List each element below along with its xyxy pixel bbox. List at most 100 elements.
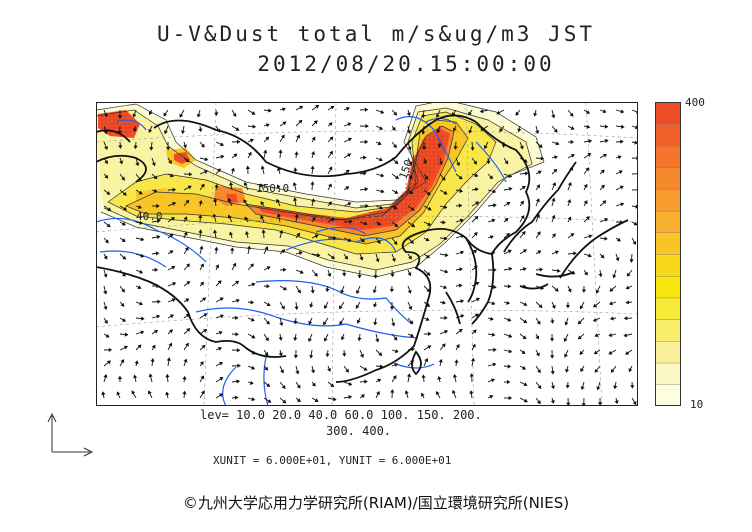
wind-arrowhead [107, 207, 112, 212]
wind-arrowhead [140, 253, 145, 258]
wind-arrowhead [138, 190, 143, 195]
wind-arrowhead [132, 113, 137, 118]
colorbar-cell [655, 232, 681, 255]
wind-arrowhead [278, 149, 283, 154]
wind-arrowhead [602, 200, 607, 205]
wind-arrowhead [183, 144, 187, 149]
wind-arrowhead [380, 173, 385, 178]
wind-arrowhead [347, 122, 352, 127]
wind-arrowhead [473, 266, 478, 270]
wind-arrowhead [172, 187, 177, 192]
wind-arrowhead [567, 288, 572, 293]
wind-arrowhead [266, 302, 271, 307]
wind-arrowhead [345, 169, 350, 174]
wind-arrowhead [363, 367, 368, 371]
wind-arrowhead [608, 350, 613, 355]
wind-arrowhead [444, 330, 449, 334]
wind-arrowhead [169, 314, 174, 319]
wind-arrowhead [536, 184, 541, 189]
wind-arrowhead [249, 263, 254, 268]
wind-arrowhead [581, 289, 587, 293]
wind-arrowhead [328, 166, 333, 171]
wind-arrowhead [600, 184, 605, 189]
wind-arrowhead [626, 272, 631, 277]
wind-arrowhead [551, 304, 556, 309]
wind-arrowhead [519, 145, 524, 150]
wind-arrowhead [427, 345, 432, 350]
wind-arrowhead [313, 120, 318, 125]
wind-arrowhead [172, 282, 177, 286]
wind-arrowhead [251, 334, 256, 339]
wind-arrowhead [474, 173, 479, 178]
wind-arrowhead [421, 114, 426, 119]
wind-arrowhead [493, 203, 497, 208]
wind-arrowhead [490, 378, 496, 383]
wind-arrowhead [451, 112, 456, 117]
wind-arrowhead [489, 395, 494, 399]
wind-arrowhead [394, 349, 399, 354]
wind-arrowhead [629, 259, 634, 263]
wind-arrowhead [452, 373, 457, 378]
wind-arrowhead [493, 267, 497, 272]
wind-arrowhead [154, 267, 159, 272]
wind-arrowhead [325, 353, 330, 358]
wind-arrowhead [121, 288, 125, 293]
wind-arrowhead [251, 350, 256, 355]
wind-arrowhead [496, 110, 501, 115]
wind-arrowhead [394, 160, 399, 165]
wind-arrowhead [443, 205, 448, 210]
wind-arrowhead [523, 382, 528, 387]
wind-arrowhead [348, 381, 353, 386]
wind-arrowhead [347, 153, 352, 158]
wind-arrowhead [426, 303, 431, 307]
wind-arrowhead [437, 144, 442, 148]
wind-arrowhead [594, 333, 599, 337]
wind-arrowhead [103, 373, 108, 378]
wind-arrowhead [380, 109, 385, 114]
wind-arrowhead [236, 379, 241, 384]
wind-arrowhead [439, 161, 444, 166]
wind-arrowhead [520, 200, 524, 205]
wind-arrowhead [492, 362, 497, 367]
wind-arrowhead [435, 114, 440, 118]
wind-arrowhead [364, 107, 369, 112]
contour-label: 150.0 [256, 182, 289, 195]
wind-arrowhead [437, 375, 442, 380]
wind-arrowhead [187, 185, 192, 190]
wind-arrowhead [281, 305, 285, 310]
wind-arrowhead [623, 333, 628, 338]
wind-arrowhead [359, 353, 364, 358]
wind-arrowhead [101, 391, 106, 396]
wind-arrowhead [468, 111, 472, 116]
wind-arrowhead [171, 266, 176, 270]
wind-arrowhead [140, 316, 145, 321]
wind-arrowhead [407, 272, 412, 277]
wind-arrowhead [565, 368, 570, 373]
wind-arrowhead [137, 205, 142, 209]
colorbar-cell [655, 210, 681, 233]
wind-arrowhead [389, 306, 395, 311]
wind-arrowhead [425, 317, 430, 321]
wind-arrowhead [180, 130, 186, 135]
wind-arrowhead [363, 171, 367, 176]
wind-arrowhead [198, 229, 203, 234]
wind-arrowhead [565, 304, 571, 309]
wind-arrowhead [493, 347, 497, 352]
wind-arrowhead [168, 159, 172, 165]
wind-arrowhead [103, 290, 108, 295]
wind-arrowhead [372, 289, 377, 294]
wind-arrowhead [535, 335, 540, 340]
wind-arrowhead [458, 175, 463, 180]
colorbar-cell [655, 362, 681, 385]
wind-arrowhead [479, 109, 484, 114]
wind-arrowhead [580, 368, 585, 373]
wind-arrowhead [407, 146, 412, 151]
wind-arrowhead [106, 223, 111, 228]
wind-arrowhead [409, 320, 414, 325]
colorbar-cell [655, 275, 681, 299]
wind-arrowhead [266, 284, 270, 289]
wind-arrowhead [200, 375, 204, 380]
wind-arrowhead [456, 162, 460, 167]
wind-arrowhead [620, 109, 625, 114]
wind-arrowhead [592, 317, 597, 322]
